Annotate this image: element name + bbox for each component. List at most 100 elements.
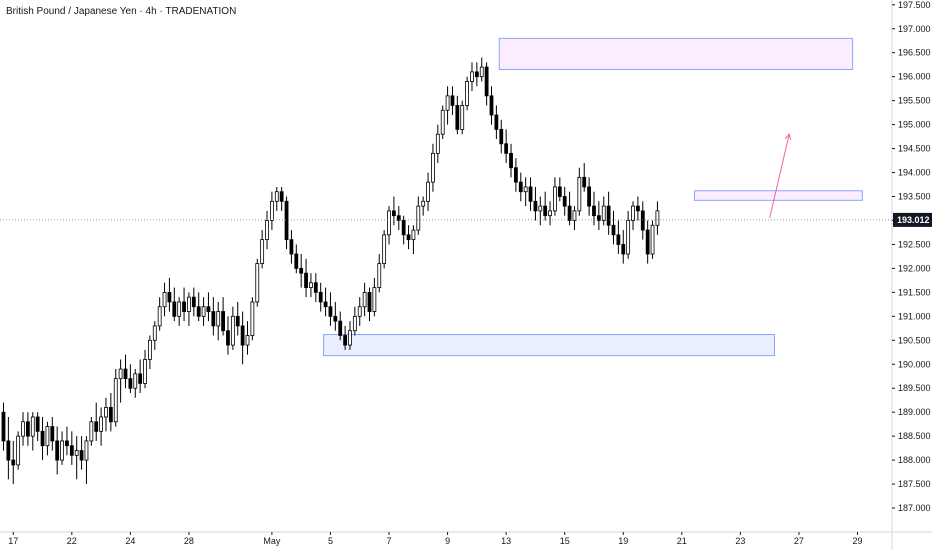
candle[interactable] xyxy=(143,349,147,389)
candle[interactable] xyxy=(377,254,382,293)
candle[interactable] xyxy=(640,201,645,240)
candle[interactable] xyxy=(411,225,416,255)
candle[interactable] xyxy=(357,297,362,326)
candle[interactable] xyxy=(60,431,64,465)
candle[interactable] xyxy=(601,196,606,226)
candle[interactable] xyxy=(313,273,318,302)
candle[interactable] xyxy=(518,172,523,202)
candle[interactable] xyxy=(328,292,333,326)
candle[interactable] xyxy=(465,76,470,111)
candle[interactable] xyxy=(11,440,16,485)
candle[interactable] xyxy=(1,402,6,451)
candle[interactable] xyxy=(50,416,55,451)
candle[interactable] xyxy=(406,225,411,250)
candle[interactable] xyxy=(538,196,543,226)
candle[interactable] xyxy=(250,297,255,341)
candle[interactable] xyxy=(382,230,387,269)
candle[interactable] xyxy=(162,282,167,317)
candle[interactable] xyxy=(6,416,11,480)
candle[interactable] xyxy=(514,158,518,192)
candle[interactable] xyxy=(577,167,582,216)
candle[interactable] xyxy=(104,397,108,432)
candle[interactable] xyxy=(533,186,538,221)
candle[interactable] xyxy=(621,230,626,264)
candle[interactable] xyxy=(230,306,235,350)
candle[interactable] xyxy=(470,62,474,92)
candle[interactable] xyxy=(274,186,279,211)
demand-zone[interactable] xyxy=(323,334,776,357)
candle[interactable] xyxy=(455,95,460,135)
supply-zone[interactable] xyxy=(498,37,854,70)
candle[interactable] xyxy=(211,297,216,336)
candle[interactable] xyxy=(294,244,299,274)
projection-arrow-line[interactable] xyxy=(769,134,790,219)
candle[interactable] xyxy=(362,282,367,317)
candle[interactable] xyxy=(631,201,635,231)
candle[interactable] xyxy=(548,201,552,226)
candle[interactable] xyxy=(25,412,30,446)
candle[interactable] xyxy=(484,62,489,106)
candle[interactable] xyxy=(16,431,21,470)
candle[interactable] xyxy=(289,230,294,264)
candle[interactable] xyxy=(172,287,177,322)
candle[interactable] xyxy=(474,62,479,87)
candle[interactable] xyxy=(460,100,465,135)
candle[interactable] xyxy=(343,325,348,350)
candle[interactable] xyxy=(562,186,567,216)
candle[interactable] xyxy=(396,206,401,231)
candle[interactable] xyxy=(543,191,548,221)
candle[interactable] xyxy=(587,177,591,216)
candle[interactable] xyxy=(504,129,509,163)
candle[interactable] xyxy=(235,301,240,336)
candle[interactable] xyxy=(445,86,450,125)
candle[interactable] xyxy=(221,297,226,336)
candle[interactable] xyxy=(567,191,572,226)
candle[interactable] xyxy=(431,143,435,192)
candle[interactable] xyxy=(489,86,494,125)
candle[interactable] xyxy=(255,258,260,307)
candle[interactable] xyxy=(645,220,650,264)
candle[interactable] xyxy=(626,210,631,259)
candle[interactable] xyxy=(30,412,35,451)
candle[interactable] xyxy=(206,292,211,322)
candle[interactable] xyxy=(35,412,40,441)
candle[interactable] xyxy=(113,369,118,427)
candle[interactable] xyxy=(650,220,655,259)
candle[interactable] xyxy=(177,297,182,326)
candle[interactable] xyxy=(572,206,577,231)
candle[interactable] xyxy=(636,196,640,221)
candle[interactable] xyxy=(216,301,221,341)
candle[interactable] xyxy=(391,196,396,226)
candle[interactable] xyxy=(79,436,84,470)
candle[interactable] xyxy=(387,206,391,245)
candle[interactable] xyxy=(269,191,274,231)
candle[interactable] xyxy=(94,402,99,441)
candle[interactable] xyxy=(89,416,94,446)
candle[interactable] xyxy=(421,196,426,216)
candle[interactable] xyxy=(338,311,343,341)
time-axis[interactable]: 17 22 24 28 May 5 7 9 13 15 19 21 23 27 29 xyxy=(0,531,932,546)
candle[interactable] xyxy=(201,297,206,326)
candle[interactable] xyxy=(65,426,69,456)
candle[interactable] xyxy=(655,201,660,235)
candle[interactable] xyxy=(147,335,152,370)
candle[interactable] xyxy=(182,287,186,322)
candle[interactable] xyxy=(260,230,265,269)
candle[interactable] xyxy=(401,215,406,245)
candle[interactable] xyxy=(240,311,245,365)
candle[interactable] xyxy=(323,287,328,317)
candle[interactable] xyxy=(128,364,133,394)
candle[interactable] xyxy=(553,177,557,216)
candle[interactable] xyxy=(582,162,587,192)
candle[interactable] xyxy=(479,57,484,82)
candle[interactable] xyxy=(318,282,323,312)
candle[interactable] xyxy=(84,436,89,485)
candle[interactable] xyxy=(99,407,103,446)
candle[interactable] xyxy=(40,416,45,461)
candle[interactable] xyxy=(157,297,162,331)
supply-zone[interactable] xyxy=(693,190,863,201)
candle[interactable] xyxy=(596,201,601,231)
candle[interactable] xyxy=(245,321,250,355)
candle[interactable] xyxy=(528,177,533,211)
